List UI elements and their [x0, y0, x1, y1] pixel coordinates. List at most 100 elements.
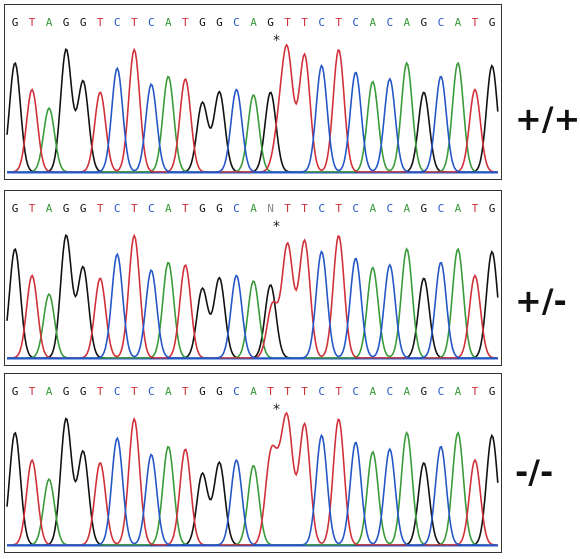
base-call-letter: T	[284, 385, 291, 398]
base-call-letter: T	[335, 385, 342, 398]
base-call-letter: C	[318, 202, 325, 215]
base-call-letter: T	[182, 202, 189, 215]
base-call-letter: G	[63, 202, 70, 215]
base-call-letter: A	[369, 202, 376, 215]
trace-line-A	[7, 431, 498, 546]
base-call-letter: G	[489, 202, 496, 215]
base-call-letter: C	[233, 202, 240, 215]
base-call-letter: A	[46, 16, 53, 29]
base-call-letter: C	[114, 202, 121, 215]
base-call-letter: T	[472, 385, 479, 398]
chromatogram-panel-heterozygous: G T A G G T C T C A T G G C A N T T C T C A C A G C A T G *	[4, 190, 502, 366]
base-call-letter: G	[12, 202, 19, 215]
base-call-letter: T	[29, 16, 36, 29]
trace-line-G	[6, 234, 499, 359]
genotype-label-homozygous: -/-	[515, 453, 554, 491]
base-call-letter: T	[29, 202, 36, 215]
base-call-letter: A	[165, 385, 172, 398]
base-call-letter: A	[404, 385, 411, 398]
base-call-letter: T	[97, 202, 104, 215]
base-call-letter: T	[472, 16, 479, 29]
trace-line-A	[7, 61, 498, 173]
base-call-letter: A	[165, 16, 172, 29]
base-call-letter: C	[148, 16, 155, 29]
base-call-letter: G	[421, 16, 428, 29]
base-call-letter: A	[46, 385, 53, 398]
base-call-letter: A	[165, 202, 172, 215]
base-call-letter: C	[114, 385, 121, 398]
base-call-letter: G	[216, 16, 223, 29]
base-call-letter: G	[199, 16, 206, 29]
base-call-letter: C	[352, 202, 359, 215]
base-call-letter: G	[12, 385, 19, 398]
base-call-letter: A	[404, 16, 411, 29]
genotype-label-wildtype: +/+	[515, 100, 580, 138]
base-call-letter: G	[421, 385, 428, 398]
base-call-letter: C	[438, 385, 445, 398]
trace-line-A	[7, 247, 498, 359]
base-call-letter: T	[267, 385, 274, 398]
base-call-letter: A	[369, 385, 376, 398]
base-call-letter: T	[301, 202, 308, 215]
base-call-letter: C	[386, 202, 393, 215]
chromatogram-panel-homozygous: G T A G G T C T C A T G G C A T T T C T C A C A G C A T G *	[4, 373, 502, 553]
base-call-letter: A	[46, 202, 53, 215]
base-call-letter: G	[80, 385, 87, 398]
trace-line-C	[7, 64, 498, 173]
chromatogram-panel-wildtype: G T A G G T C T C A T G G C A G T T C T C A C A G C A T G *	[4, 4, 502, 180]
base-call-letter: G	[80, 16, 87, 29]
base-call-letter: G	[267, 16, 274, 29]
base-call-letter: C	[233, 385, 240, 398]
mutation-marker: *	[273, 33, 280, 49]
base-call-letter: G	[80, 202, 87, 215]
trace-line-C	[7, 250, 498, 359]
chromatogram-trace-homozygous: G T A G G T C T C A T G G C A T T T C T C A C A G C A T G*	[6, 385, 499, 547]
mutation-marker: *	[273, 402, 280, 418]
trace-line-G	[6, 48, 499, 173]
base-call-letter: C	[318, 385, 325, 398]
base-call-letter: T	[182, 385, 189, 398]
base-call-letter: A	[455, 385, 462, 398]
chromatogram-trace-heterozygous: G T A G G T C T C A T G G C A N T T C T C A C A G C A T G*	[6, 202, 499, 360]
base-call-letter: C	[148, 385, 155, 398]
base-call-letter: C	[386, 16, 393, 29]
base-call-letter: C	[438, 16, 445, 29]
base-call-letter: G	[199, 202, 206, 215]
base-call-letter: G	[421, 202, 428, 215]
base-call-letter: C	[318, 16, 325, 29]
mutation-marker: *	[273, 219, 280, 235]
base-call-letter: A	[404, 202, 411, 215]
base-call-letter: N	[267, 202, 274, 215]
base-call-letter: G	[489, 16, 496, 29]
base-call-letter: G	[216, 202, 223, 215]
base-call-letter: C	[148, 202, 155, 215]
trace-line-G	[6, 417, 499, 546]
base-call-letter: T	[131, 385, 138, 398]
base-call-letter: A	[455, 202, 462, 215]
base-call-letter: G	[63, 385, 70, 398]
base-call-letter: T	[131, 202, 138, 215]
base-call-letter: G	[199, 385, 206, 398]
base-call-letter: T	[472, 202, 479, 215]
base-call-letter: T	[97, 385, 104, 398]
trace-line-T	[7, 233, 498, 359]
base-call-letter: T	[97, 16, 104, 29]
base-call-letter: T	[284, 202, 291, 215]
base-call-letter: C	[352, 385, 359, 398]
base-call-letter: C	[233, 16, 240, 29]
base-call-letter: A	[455, 16, 462, 29]
base-call-letter: A	[369, 16, 376, 29]
base-call-letter: C	[438, 202, 445, 215]
base-call-letter: T	[301, 16, 308, 29]
base-call-letter: C	[352, 16, 359, 29]
base-call-letter: T	[131, 16, 138, 29]
genotype-label-heterozygous: +/-	[515, 282, 567, 320]
base-call-letter: A	[250, 202, 257, 215]
base-call-letter: A	[250, 16, 257, 29]
base-call-letter: T	[335, 16, 342, 29]
base-call-letter: G	[489, 385, 496, 398]
base-call-letter: C	[114, 16, 121, 29]
base-call-letter: T	[29, 385, 36, 398]
base-call-letter: G	[12, 16, 19, 29]
base-call-letter: C	[386, 385, 393, 398]
